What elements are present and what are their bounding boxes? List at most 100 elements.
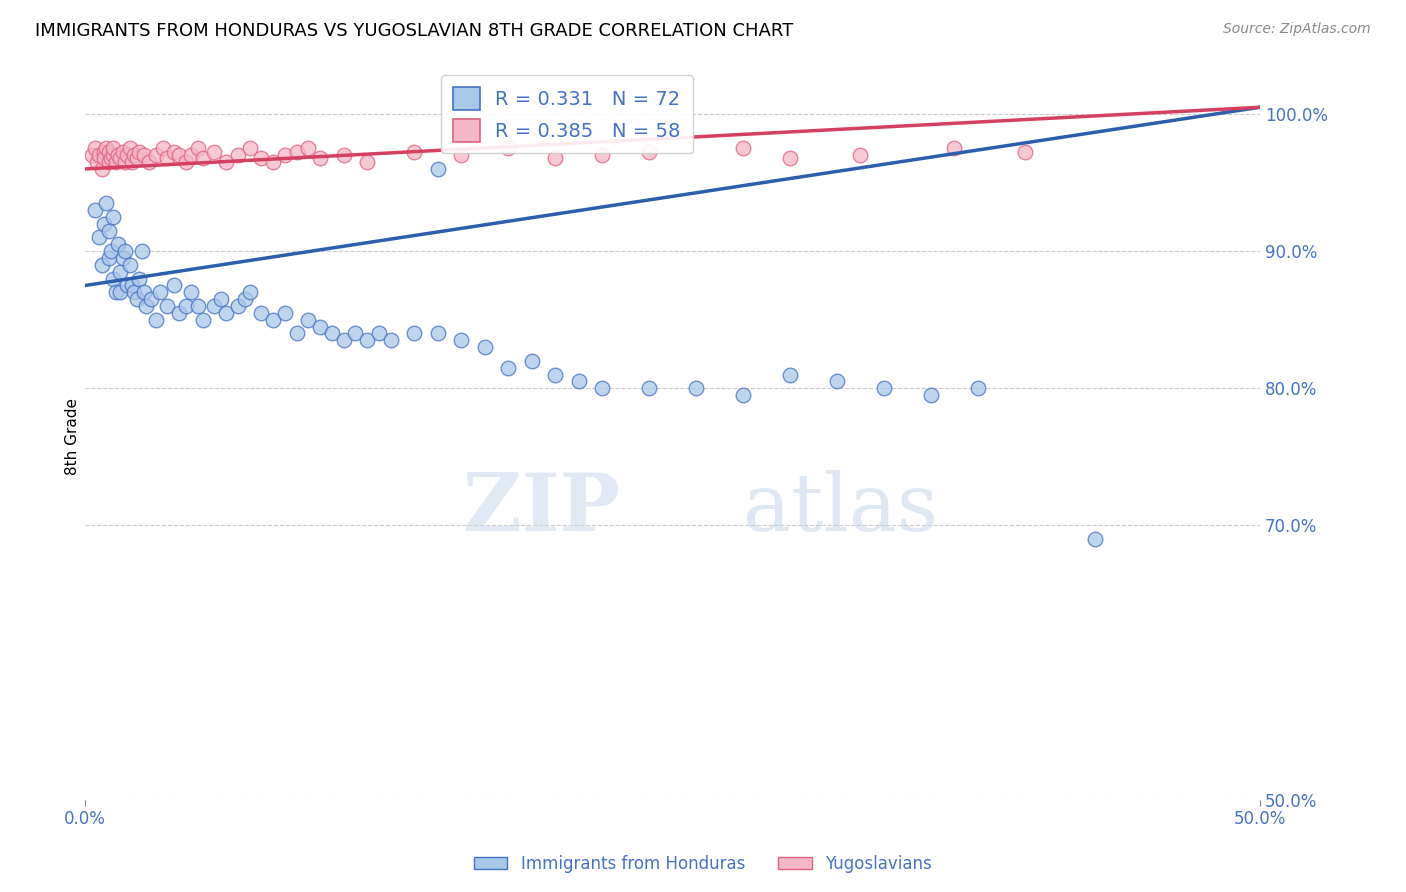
Point <box>321 326 343 341</box>
Point <box>110 285 132 300</box>
Point <box>332 148 354 162</box>
Point <box>367 326 389 341</box>
Point <box>849 148 872 162</box>
Point <box>156 299 179 313</box>
Point <box>118 258 141 272</box>
Point <box>83 202 105 217</box>
Point <box>103 141 125 155</box>
Point <box>104 285 127 300</box>
Point <box>174 299 197 313</box>
Point <box>685 381 707 395</box>
Point <box>344 326 367 341</box>
Point <box>107 148 129 162</box>
Point <box>163 278 186 293</box>
Point <box>920 388 942 402</box>
Point <box>404 145 426 160</box>
Point <box>128 145 150 160</box>
Point <box>86 155 108 169</box>
Point <box>163 145 186 160</box>
Point <box>309 319 332 334</box>
Point <box>103 210 125 224</box>
Point <box>215 155 238 169</box>
Point <box>1014 145 1036 160</box>
Point <box>567 375 589 389</box>
Point <box>100 244 122 259</box>
Point <box>332 333 354 347</box>
Point <box>131 244 153 259</box>
Point <box>125 292 148 306</box>
Point <box>89 230 111 244</box>
Point <box>118 141 141 155</box>
Point <box>180 285 202 300</box>
Text: atlas: atlas <box>742 470 938 548</box>
Point <box>380 333 402 347</box>
Point <box>638 145 661 160</box>
Point <box>591 381 613 395</box>
Point <box>180 148 202 162</box>
Point <box>187 299 209 313</box>
Point <box>474 340 496 354</box>
Point <box>285 145 308 160</box>
Point <box>450 148 472 162</box>
Point <box>191 151 214 165</box>
Point <box>103 271 125 285</box>
Point <box>356 155 378 169</box>
Point <box>731 388 754 402</box>
Point <box>233 292 256 306</box>
Point <box>139 292 162 306</box>
Point <box>202 299 225 313</box>
Point <box>274 306 297 320</box>
Point <box>156 151 179 165</box>
Point <box>297 312 319 326</box>
Point <box>82 148 104 162</box>
Point <box>209 292 232 306</box>
Point <box>138 155 160 169</box>
Point <box>89 148 111 162</box>
Text: ZIP: ZIP <box>463 470 620 548</box>
Point <box>97 145 120 160</box>
Point <box>121 278 143 293</box>
Point <box>103 148 125 162</box>
Point <box>496 141 519 155</box>
Point <box>90 161 112 176</box>
Point <box>356 333 378 347</box>
Point <box>187 141 209 155</box>
Point <box>132 148 155 162</box>
Point <box>426 326 449 341</box>
Point <box>110 151 132 165</box>
Point <box>591 148 613 162</box>
Point <box>309 151 332 165</box>
Point <box>967 381 990 395</box>
Point <box>174 155 197 169</box>
Point <box>404 326 426 341</box>
Point <box>152 141 174 155</box>
Point <box>90 258 112 272</box>
Point <box>167 148 190 162</box>
Point <box>285 326 308 341</box>
Point <box>215 306 238 320</box>
Point <box>110 265 132 279</box>
Point <box>202 145 225 160</box>
Point <box>873 381 896 395</box>
Text: Source: ZipAtlas.com: Source: ZipAtlas.com <box>1223 22 1371 37</box>
Point <box>544 368 567 382</box>
Legend: R = 0.331   N = 72, R = 0.385   N = 58: R = 0.331 N = 72, R = 0.385 N = 58 <box>441 76 693 153</box>
Point <box>145 148 167 162</box>
Point <box>496 360 519 375</box>
Point <box>117 148 139 162</box>
Point <box>250 306 273 320</box>
Point <box>943 141 966 155</box>
Point <box>111 251 134 265</box>
Point <box>779 368 801 382</box>
Point <box>117 278 139 293</box>
Point <box>111 145 134 160</box>
Point <box>114 244 136 259</box>
Text: IMMIGRANTS FROM HONDURAS VS YUGOSLAVIAN 8TH GRADE CORRELATION CHART: IMMIGRANTS FROM HONDURAS VS YUGOSLAVIAN … <box>35 22 793 40</box>
Point <box>226 299 249 313</box>
Point <box>104 155 127 169</box>
Point <box>97 224 120 238</box>
Point <box>1084 532 1107 546</box>
Point <box>145 312 167 326</box>
Point <box>100 151 122 165</box>
Point <box>544 151 567 165</box>
